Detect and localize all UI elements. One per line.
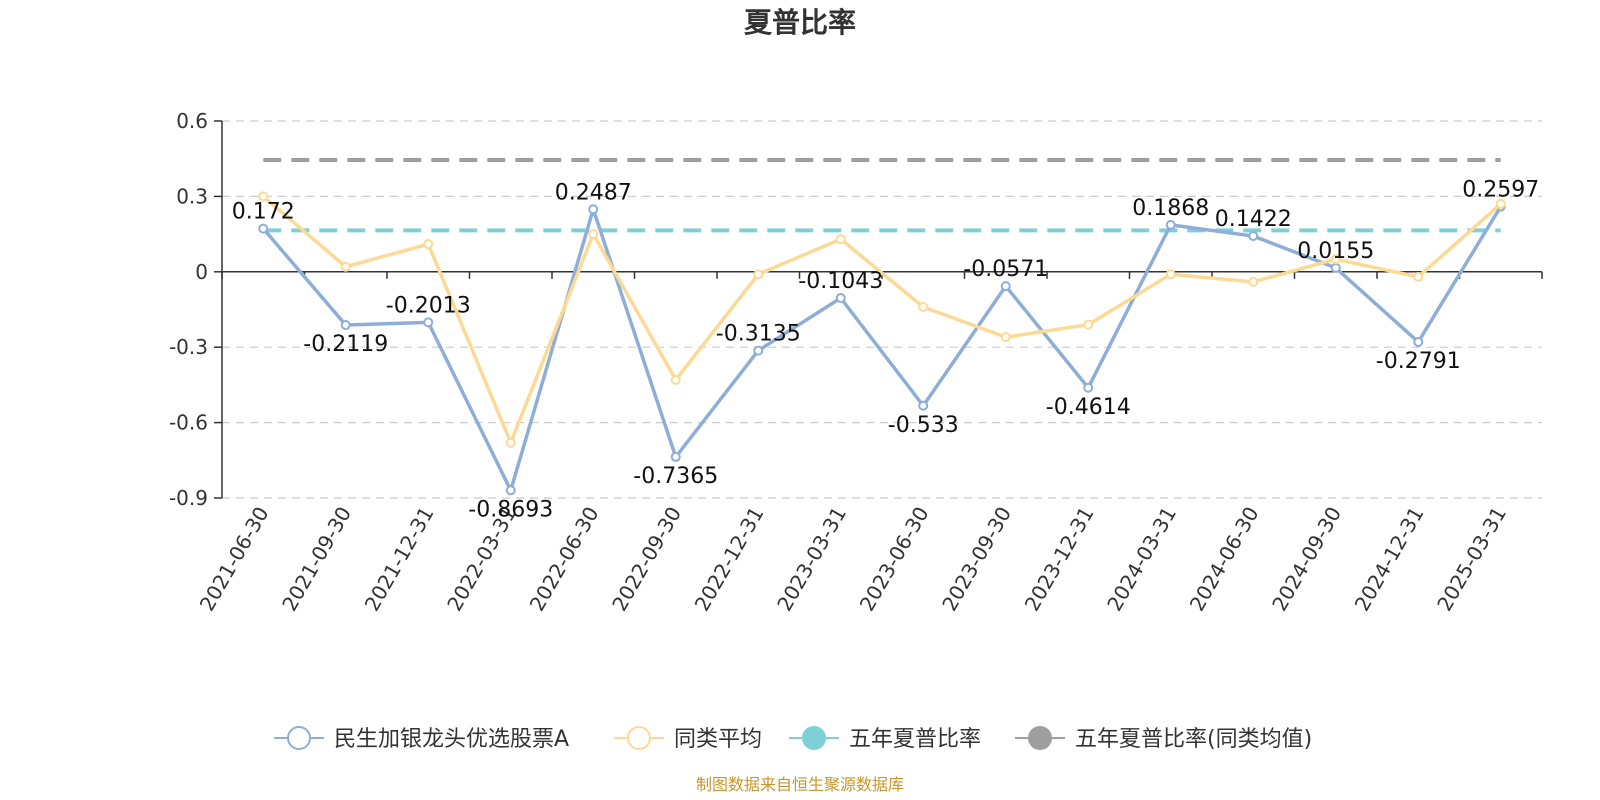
series-line-1 — [262, 195, 1502, 445]
series-0-point-8 — [918, 400, 929, 411]
y-tick-label-4: -0.6 — [169, 411, 208, 435]
data-label-6: -0.3135 — [716, 322, 801, 347]
data-label-4: 0.2487 — [555, 180, 632, 205]
series-0-point-6 — [753, 345, 764, 356]
data-label-7: -0.1043 — [798, 269, 883, 294]
y-tick-label-0: 0.6 — [176, 109, 208, 133]
series-1-point-2 — [423, 239, 434, 250]
x-tick-label-6: 2022-12-31 — [690, 503, 769, 616]
data-label-9: -0.0571 — [963, 257, 1048, 282]
series-line-0 — [261, 205, 1503, 493]
legend-label-2: 五年夏普比率 — [849, 727, 981, 752]
x-tick-label-8: 2023-06-30 — [855, 503, 934, 616]
series-1-point-10 — [1083, 319, 1094, 330]
series-0-point-0 — [258, 223, 269, 234]
series-1-point-15 — [1495, 198, 1506, 209]
series-0-point-11 — [1165, 219, 1176, 230]
data-label-11: 0.1868 — [1132, 196, 1209, 221]
data-label-12: 0.1422 — [1215, 207, 1292, 232]
series-0-point-12 — [1248, 231, 1259, 242]
y-tick-label-5: -0.9 — [169, 486, 208, 510]
legend[interactable]: 民生加银龙头优选股票A 同类平均 五年夏普比率 五年夏普比率(同类均值) — [274, 726, 1312, 752]
series-1-point-5 — [670, 374, 681, 385]
x-tick-label-10: 2023-12-31 — [1020, 503, 1099, 616]
series-1-point-12 — [1248, 276, 1259, 287]
series-1-point-11 — [1165, 269, 1176, 280]
legend-label-0: 民生加银龙头优选股票A — [334, 727, 569, 752]
data-label-0: 0.172 — [232, 200, 295, 225]
data-label-10: -0.4614 — [1046, 395, 1131, 420]
series-0-point-9 — [1000, 281, 1011, 292]
series-1-point-8 — [918, 301, 929, 312]
x-tick-label-9: 2023-09-30 — [937, 503, 1016, 616]
data-labels: 0.172 -0.2119 -0.2013 -0.8693 0.2487 -0.7365 -… — [232, 178, 1539, 523]
y-tick-label-2: 0 — [195, 260, 208, 284]
series-0-point-4 — [588, 204, 599, 215]
series-0-point-13 — [1330, 262, 1341, 273]
series-lines — [258, 191, 1506, 496]
x-tick-label-0: 2021-06-30 — [195, 503, 274, 616]
x-tick-label-13: 2024-09-30 — [1267, 503, 1346, 616]
x-tick-label-1: 2021-09-30 — [277, 503, 356, 616]
series-1-point-6 — [753, 269, 764, 280]
series-1-point-13 — [1330, 254, 1341, 265]
series-0-point-3 — [505, 485, 516, 496]
series-1-point-14 — [1413, 271, 1424, 282]
series-0-point-2 — [423, 317, 434, 328]
source-note: 制图数据来自恒生聚源数据库 — [696, 775, 904, 794]
x-tick-label-14: 2024-12-31 — [1350, 503, 1429, 616]
series-1-point-9 — [1000, 332, 1011, 343]
series-1-point-0 — [258, 191, 269, 202]
series-0-point-10 — [1083, 382, 1094, 393]
x-tick-label-11: 2024-03-31 — [1102, 503, 1181, 616]
data-label-8: -0.533 — [888, 413, 959, 438]
series-0-point-1 — [340, 320, 351, 331]
y-tick-label-3: -0.3 — [169, 335, 208, 359]
x-tick-label-15: 2025-03-31 — [1432, 503, 1511, 616]
legend-marker-0 — [287, 726, 311, 750]
data-label-14: -0.2791 — [1376, 349, 1461, 374]
data-label-2: -0.2013 — [386, 293, 471, 318]
series-0-point-5 — [670, 451, 681, 462]
grid-lines — [222, 120, 1542, 499]
x-tick-label-12: 2024-06-30 — [1185, 503, 1264, 616]
series-0-point-14 — [1413, 336, 1424, 347]
data-label-5: -0.7365 — [633, 464, 718, 489]
x-tick-label-2: 2021-12-31 — [360, 503, 439, 616]
legend-marker-3 — [1028, 726, 1052, 750]
legend-marker-2 — [802, 726, 826, 750]
data-label-15: 0.2597 — [1462, 178, 1539, 203]
data-label-3: -0.8693 — [468, 497, 553, 522]
series-1-point-7 — [835, 234, 846, 245]
series-1-point-1 — [340, 261, 351, 272]
series-1-point-4 — [588, 229, 599, 240]
legend-label-1: 同类平均 — [674, 727, 762, 752]
reference-lines — [263, 157, 1501, 233]
chart-title: 夏普比率 — [744, 6, 856, 39]
x-tick-label-5: 2022-09-30 — [607, 503, 686, 616]
legend-label-3: 五年夏普比率(同类均值) — [1075, 727, 1312, 752]
x-tick-label-7: 2023-03-31 — [772, 503, 851, 616]
y-tick-label-1: 0.3 — [176, 184, 208, 208]
series-1-point-3 — [505, 437, 516, 448]
legend-marker-1 — [627, 726, 651, 750]
data-label-1: -0.2119 — [303, 332, 388, 357]
series-0-point-7 — [835, 293, 846, 304]
data-label-13: 0.0155 — [1297, 239, 1374, 264]
